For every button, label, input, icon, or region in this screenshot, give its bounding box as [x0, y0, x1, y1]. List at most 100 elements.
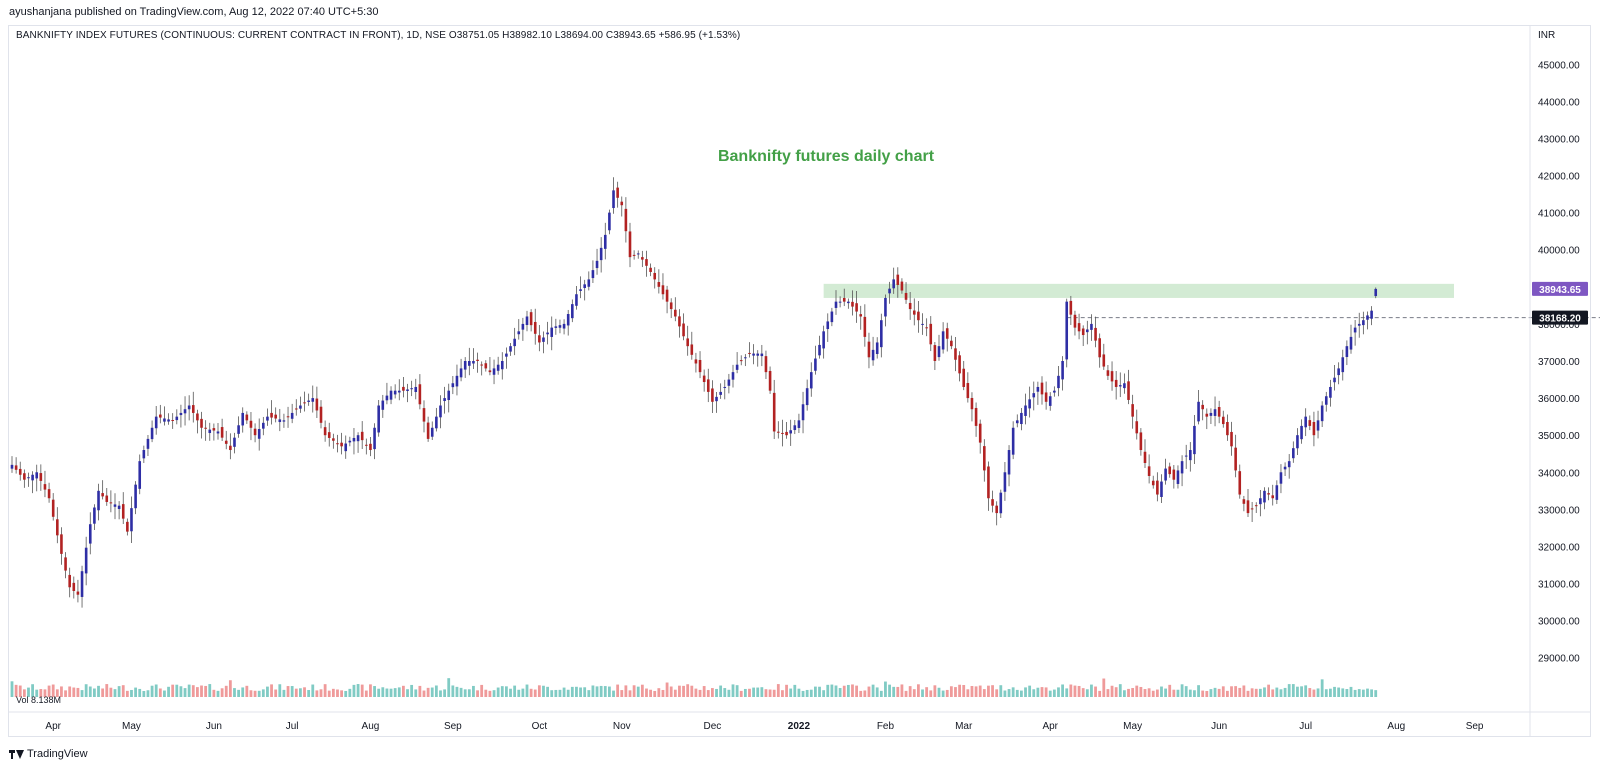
candle-body [587, 279, 591, 287]
volume-bar [130, 689, 133, 697]
brand-label: TradingView [27, 748, 88, 760]
candle-body [1151, 480, 1155, 486]
candle [571, 299, 574, 323]
crosshair-price-label: 38168.20 [1539, 314, 1581, 325]
chart-title: Banknifty futures daily chart [718, 148, 935, 165]
volume-bar [834, 685, 838, 697]
volume-bar [1300, 686, 1303, 697]
volume-bar [690, 685, 694, 697]
volume-bar [1139, 686, 1143, 697]
candle-body [1106, 370, 1110, 376]
volume-bar [1329, 688, 1332, 697]
volume-bar [760, 687, 764, 697]
volume-bar [257, 690, 261, 697]
volume-bar [1052, 689, 1056, 697]
candle [1015, 414, 1019, 428]
candle [484, 360, 488, 372]
candle [661, 273, 665, 300]
volume-bar [191, 685, 195, 697]
candle [18, 461, 22, 481]
candle [595, 248, 599, 275]
candle-body [472, 361, 475, 364]
candle [1110, 361, 1114, 391]
candle [818, 335, 821, 359]
candle-body [278, 419, 282, 423]
candle [1304, 408, 1307, 437]
candle-body [56, 519, 59, 536]
candle-body [1333, 377, 1336, 383]
candle-body [945, 328, 949, 339]
volume-bar [1238, 687, 1242, 697]
candle-body [888, 288, 891, 294]
volume-bar [752, 687, 755, 697]
candle-body [929, 323, 933, 345]
candle [1168, 462, 1172, 478]
volume-bar [1357, 689, 1361, 697]
candle [706, 368, 710, 403]
volume-bar [533, 689, 537, 697]
candle [27, 472, 30, 487]
volume-bar [612, 690, 615, 697]
candle-body [51, 499, 55, 517]
candle [159, 404, 162, 424]
price-tick-label: 42000.00 [1538, 172, 1580, 183]
candle [68, 567, 71, 598]
candle-body [393, 390, 397, 395]
candle-body [117, 505, 121, 510]
candle-body [884, 297, 887, 317]
candle-body [1147, 466, 1151, 476]
candle-body [1275, 485, 1279, 500]
candle [513, 327, 516, 356]
candle [669, 298, 673, 319]
candle-body [1127, 381, 1130, 400]
candle-body [410, 388, 413, 390]
candle [397, 379, 401, 401]
candle [154, 405, 158, 435]
candle-body [603, 234, 607, 249]
candle-body [126, 521, 129, 532]
candle [678, 309, 681, 338]
candle-body [463, 361, 467, 370]
candle [735, 352, 739, 374]
candle-body [1007, 450, 1011, 475]
volume-bar [406, 689, 409, 697]
time-tick-label: May [122, 721, 141, 732]
volume-bar [748, 688, 751, 697]
volume-bar [789, 688, 793, 697]
candle [925, 318, 928, 337]
volume-bar [14, 684, 18, 697]
candle [542, 331, 545, 354]
volume-bar [196, 687, 199, 697]
candle-body [484, 363, 488, 369]
candle [76, 579, 80, 603]
volume-bar [706, 690, 710, 697]
volume-bar [439, 690, 442, 697]
candle [744, 354, 747, 367]
price-axis: 29000.00 30000.00 31000.00 32000.00 33000.00… [1529, 26, 1588, 736]
candle [1048, 392, 1052, 411]
tradingview-brand[interactable]: TradingView [9, 748, 88, 760]
candle [628, 222, 632, 268]
candle-body [781, 432, 784, 434]
volume-bar [179, 686, 183, 697]
candle [995, 501, 998, 526]
candle-body [505, 353, 508, 357]
candle-body [488, 370, 492, 373]
candle [1151, 475, 1155, 489]
candle [282, 413, 286, 428]
candle [781, 419, 784, 447]
chart-frame[interactable] [8, 25, 1591, 737]
candle [1349, 324, 1353, 354]
volume-bar [620, 690, 624, 697]
candle-body [1081, 328, 1085, 336]
candle [167, 413, 170, 425]
candle-body [200, 418, 203, 428]
candle-body [60, 534, 63, 554]
candle [1053, 386, 1056, 397]
candle-body [566, 314, 570, 326]
volume-bar [723, 688, 727, 697]
candle [406, 383, 409, 403]
volume-bar [356, 684, 360, 697]
candle-body [402, 386, 405, 391]
